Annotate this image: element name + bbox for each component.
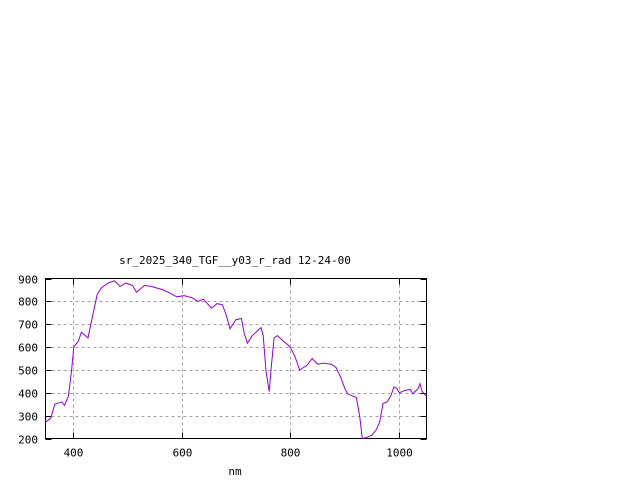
y-tick-label: 800 <box>18 296 38 309</box>
y-tick-label: 300 <box>18 411 38 424</box>
y-tick-label: 500 <box>18 365 38 378</box>
chart-title: sr_2025_340_TGF__y03_r_rad 12-24-00 <box>119 254 351 267</box>
x-tick-label: 400 <box>64 447 84 460</box>
y-tick-label: 600 <box>18 342 38 355</box>
x-tick-label: 1000 <box>386 447 413 460</box>
y-tick-label: 700 <box>18 319 38 332</box>
plot-border <box>45 278 427 439</box>
y-tick-label: 400 <box>18 388 38 401</box>
x-axis-label: nm <box>228 465 242 478</box>
y-tick-label: 200 <box>18 434 38 447</box>
y-tick-label: 900 <box>18 274 38 287</box>
x-tick-label: 600 <box>173 447 193 460</box>
ticks: 400 600 800 1000 200 300 400 500 600 700 800 900 <box>18 274 427 460</box>
series-line <box>45 280 427 440</box>
grid <box>45 278 427 439</box>
x-tick-label: 800 <box>281 447 301 460</box>
